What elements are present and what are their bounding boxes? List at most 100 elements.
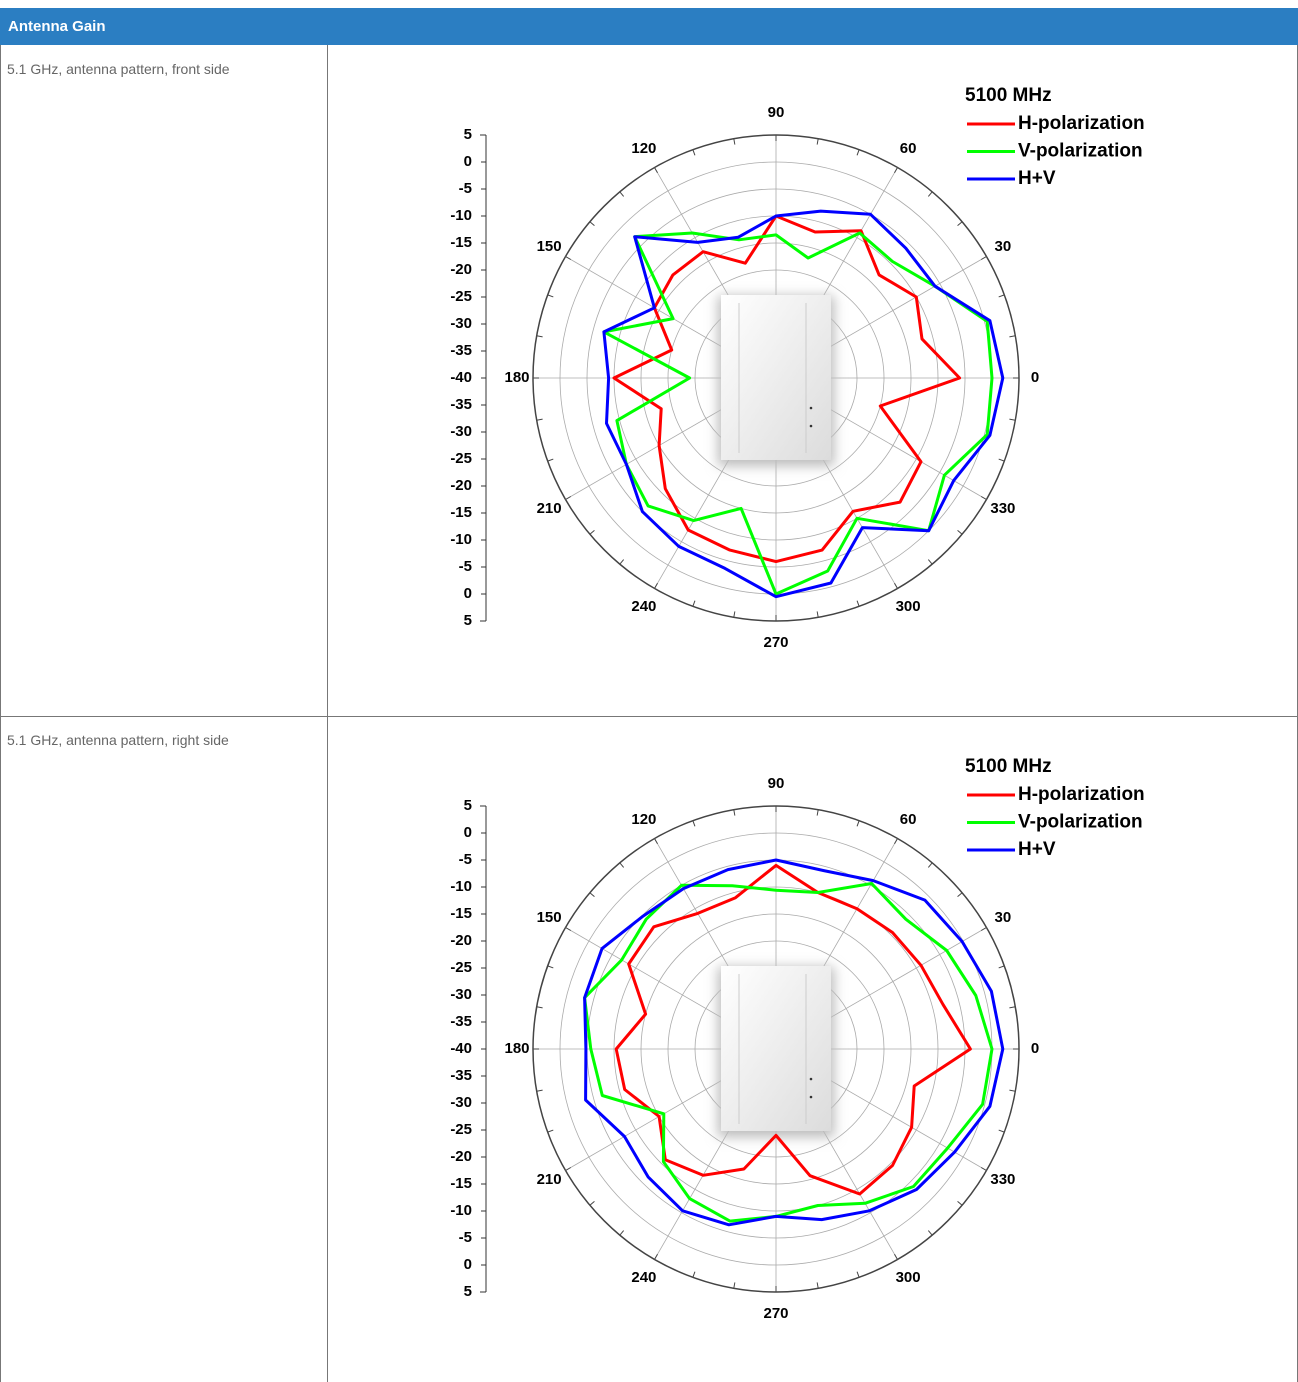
r-tick-label: -5: [459, 1229, 472, 1246]
r-tick-label: -30: [450, 986, 472, 1003]
r-tick-label: 5: [464, 126, 472, 143]
r-tick-label: -15: [450, 1175, 472, 1192]
outer-tick: [733, 138, 736, 145]
polar-chart: 0 30 60 90 120 150 180 210 240 270 300 330 -40 -35 -35…: [450, 85, 1144, 651]
r-tick-label: -25: [450, 959, 472, 976]
r-tick-label: 5: [464, 612, 472, 629]
device-dot: [809, 424, 813, 428]
table-header: Antenna Gain: [0, 8, 1298, 45]
r-tick-label: -35: [450, 1013, 472, 1030]
outer-tick: [589, 1200, 595, 1206]
outer-tick: [733, 611, 736, 618]
outer-tick: [589, 221, 595, 227]
outer-tick: [856, 600, 860, 607]
outer-tick: [856, 820, 860, 827]
cell-divider: [327, 45, 328, 716]
angle-label: 90: [768, 775, 785, 792]
outer-tick: [692, 1271, 696, 1278]
r-tick-label: -10: [450, 1202, 472, 1219]
outer-tick: [816, 611, 819, 618]
outer-tick: [980, 927, 987, 931]
angle-label: 60: [900, 140, 917, 157]
r-tick-label: -40: [450, 1040, 472, 1057]
outer-tick: [998, 965, 1005, 969]
outer-tick: [816, 1282, 819, 1289]
outer-tick: [565, 1167, 572, 1171]
angle-label: 240: [631, 1269, 656, 1286]
r-tick-label: 0: [464, 153, 472, 170]
outer-tick: [733, 809, 736, 816]
series-line: [612, 214, 962, 564]
outer-tick: [816, 138, 819, 145]
outer-tick: [856, 149, 860, 156]
cell-divider: [327, 716, 328, 1382]
table-row: 5.1 GHz, antenna pattern, right side 0 30…: [0, 716, 1298, 1382]
angle-label: 330: [990, 1171, 1015, 1188]
r-tick-label: -20: [450, 477, 472, 494]
outer-tick: [957, 1200, 963, 1206]
legend-label: V-polarization: [1018, 812, 1143, 833]
outer-tick: [654, 838, 658, 845]
angle-label: 30: [995, 909, 1012, 926]
r-tick-label: -20: [450, 1148, 472, 1165]
outer-tick: [927, 862, 933, 868]
legend-label: H+V: [1018, 839, 1056, 860]
outer-tick: [589, 529, 595, 535]
outer-tick: [536, 1006, 543, 1009]
outer-tick: [980, 1167, 987, 1171]
series-line: [583, 858, 1005, 1227]
r-tick-label: -25: [450, 288, 472, 305]
outer-tick: [619, 862, 625, 868]
angle-label: 270: [763, 634, 788, 651]
angle-label: 90: [768, 104, 785, 121]
r-tick-label: -10: [450, 531, 472, 548]
outer-tick: [536, 335, 543, 338]
outer-tick: [565, 927, 572, 931]
outer-tick: [998, 294, 1005, 298]
outer-tick: [547, 458, 554, 462]
outer-tick: [692, 149, 696, 156]
r-tick-label: -35: [450, 396, 472, 413]
outer-tick: [619, 191, 625, 197]
angle-label: 180: [504, 1040, 529, 1057]
outer-tick: [1009, 418, 1016, 421]
legend-title: 5100 MHz: [965, 756, 1052, 777]
outer-tick: [536, 1089, 543, 1092]
r-tick-label: -25: [450, 1121, 472, 1138]
outer-tick: [654, 167, 658, 174]
r-tick-label: -35: [450, 1067, 472, 1084]
angle-label: 150: [537, 238, 562, 255]
angle-label: 300: [896, 598, 921, 615]
outer-tick: [927, 1230, 933, 1236]
row-label: 5.1 GHz, antenna pattern, right side: [7, 732, 229, 748]
r-tick-label: -5: [459, 558, 472, 575]
outer-tick: [733, 1282, 736, 1289]
outer-tick: [654, 1253, 658, 1260]
r-tick-label: -35: [450, 342, 472, 359]
r-tick-label: -30: [450, 1094, 472, 1111]
r-tick-label: -5: [459, 851, 472, 868]
outer-tick: [589, 892, 595, 898]
outer-tick: [927, 559, 933, 565]
outer-tick: [1009, 1089, 1016, 1092]
outer-tick: [565, 256, 572, 260]
outer-tick: [547, 965, 554, 969]
r-tick-label: -30: [450, 315, 472, 332]
outer-tick: [565, 496, 572, 500]
outer-tick: [927, 191, 933, 197]
device-dot: [809, 1095, 813, 1099]
outer-tick: [998, 458, 1005, 462]
outer-tick: [619, 1230, 625, 1236]
outer-tick: [894, 1253, 898, 1260]
r-tick-label: 5: [464, 1283, 472, 1300]
table-row: 5.1 GHz, antenna pattern, front side 0 30…: [0, 45, 1298, 717]
outer-tick: [547, 294, 554, 298]
angle-label: 180: [504, 369, 529, 386]
series-line: [614, 863, 972, 1196]
r-tick-label: -20: [450, 261, 472, 278]
outer-tick: [957, 221, 963, 227]
outer-tick: [547, 1129, 554, 1133]
polar-chart: 0 30 60 90 120 150 180 210 240 270 300 330 -40 -35 -35…: [450, 756, 1144, 1322]
legend-label: V-polarization: [1018, 141, 1143, 162]
